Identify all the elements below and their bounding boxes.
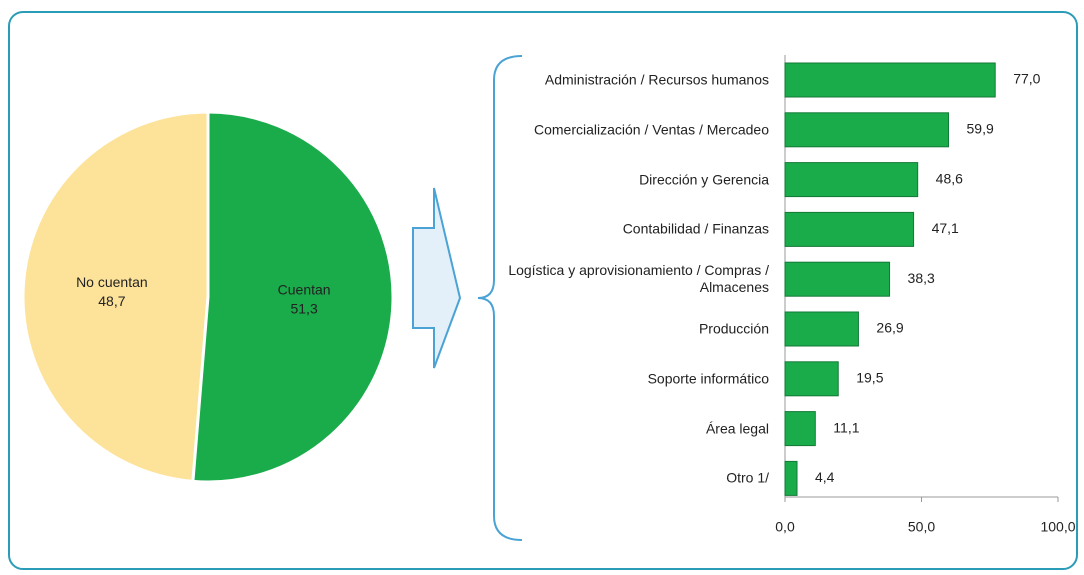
value-label: 19,5 (856, 370, 883, 386)
category-label: Contabilidad / Finanzas (622, 220, 769, 237)
category-label: Producción (698, 320, 769, 337)
category-label: Soporte informático (647, 370, 769, 387)
bar (784, 411, 816, 447)
bar (784, 460, 798, 496)
bar (784, 311, 859, 347)
bar (784, 261, 891, 297)
value-label: 48,6 (936, 170, 963, 186)
category-label: Logística y aprovisionamiento / Compras … (508, 262, 769, 296)
category-label: Comercialización / Ventas / Mercadeo (534, 121, 769, 138)
x-tick-label: 100,0 (1040, 519, 1075, 535)
panel-border (8, 11, 1078, 570)
pie-slice (21, 110, 210, 484)
category-label: Administración / Recursos humanos (544, 71, 769, 88)
value-label: 47,1 (932, 220, 959, 236)
value-label: 11,1 (833, 419, 859, 435)
x-tick-label: 50,0 (908, 519, 935, 535)
slice-value: 48,7 (98, 293, 125, 309)
bar (784, 361, 839, 397)
category-label: Otro 1/ (726, 469, 769, 486)
slice-label: No cuentan (76, 274, 148, 290)
value-label: 26,9 (876, 320, 903, 336)
slice-value: 51,3 (290, 301, 317, 317)
bar (784, 62, 996, 98)
value-label: 59,9 (967, 121, 994, 137)
value-label: 77,0 (1013, 71, 1040, 87)
value-label: 4,4 (815, 469, 835, 485)
bar (784, 211, 915, 247)
slice-label: Cuentan (278, 282, 331, 298)
x-tick-label: 0,0 (775, 519, 795, 535)
pie-slice (191, 110, 395, 484)
value-label: 38,3 (908, 270, 935, 286)
brace (477, 55, 523, 541)
category-label: Dirección y Gerencia (639, 171, 769, 188)
category-label: Área legal (705, 420, 769, 437)
arrow (412, 187, 462, 369)
bar (784, 112, 950, 148)
bar (784, 162, 919, 198)
